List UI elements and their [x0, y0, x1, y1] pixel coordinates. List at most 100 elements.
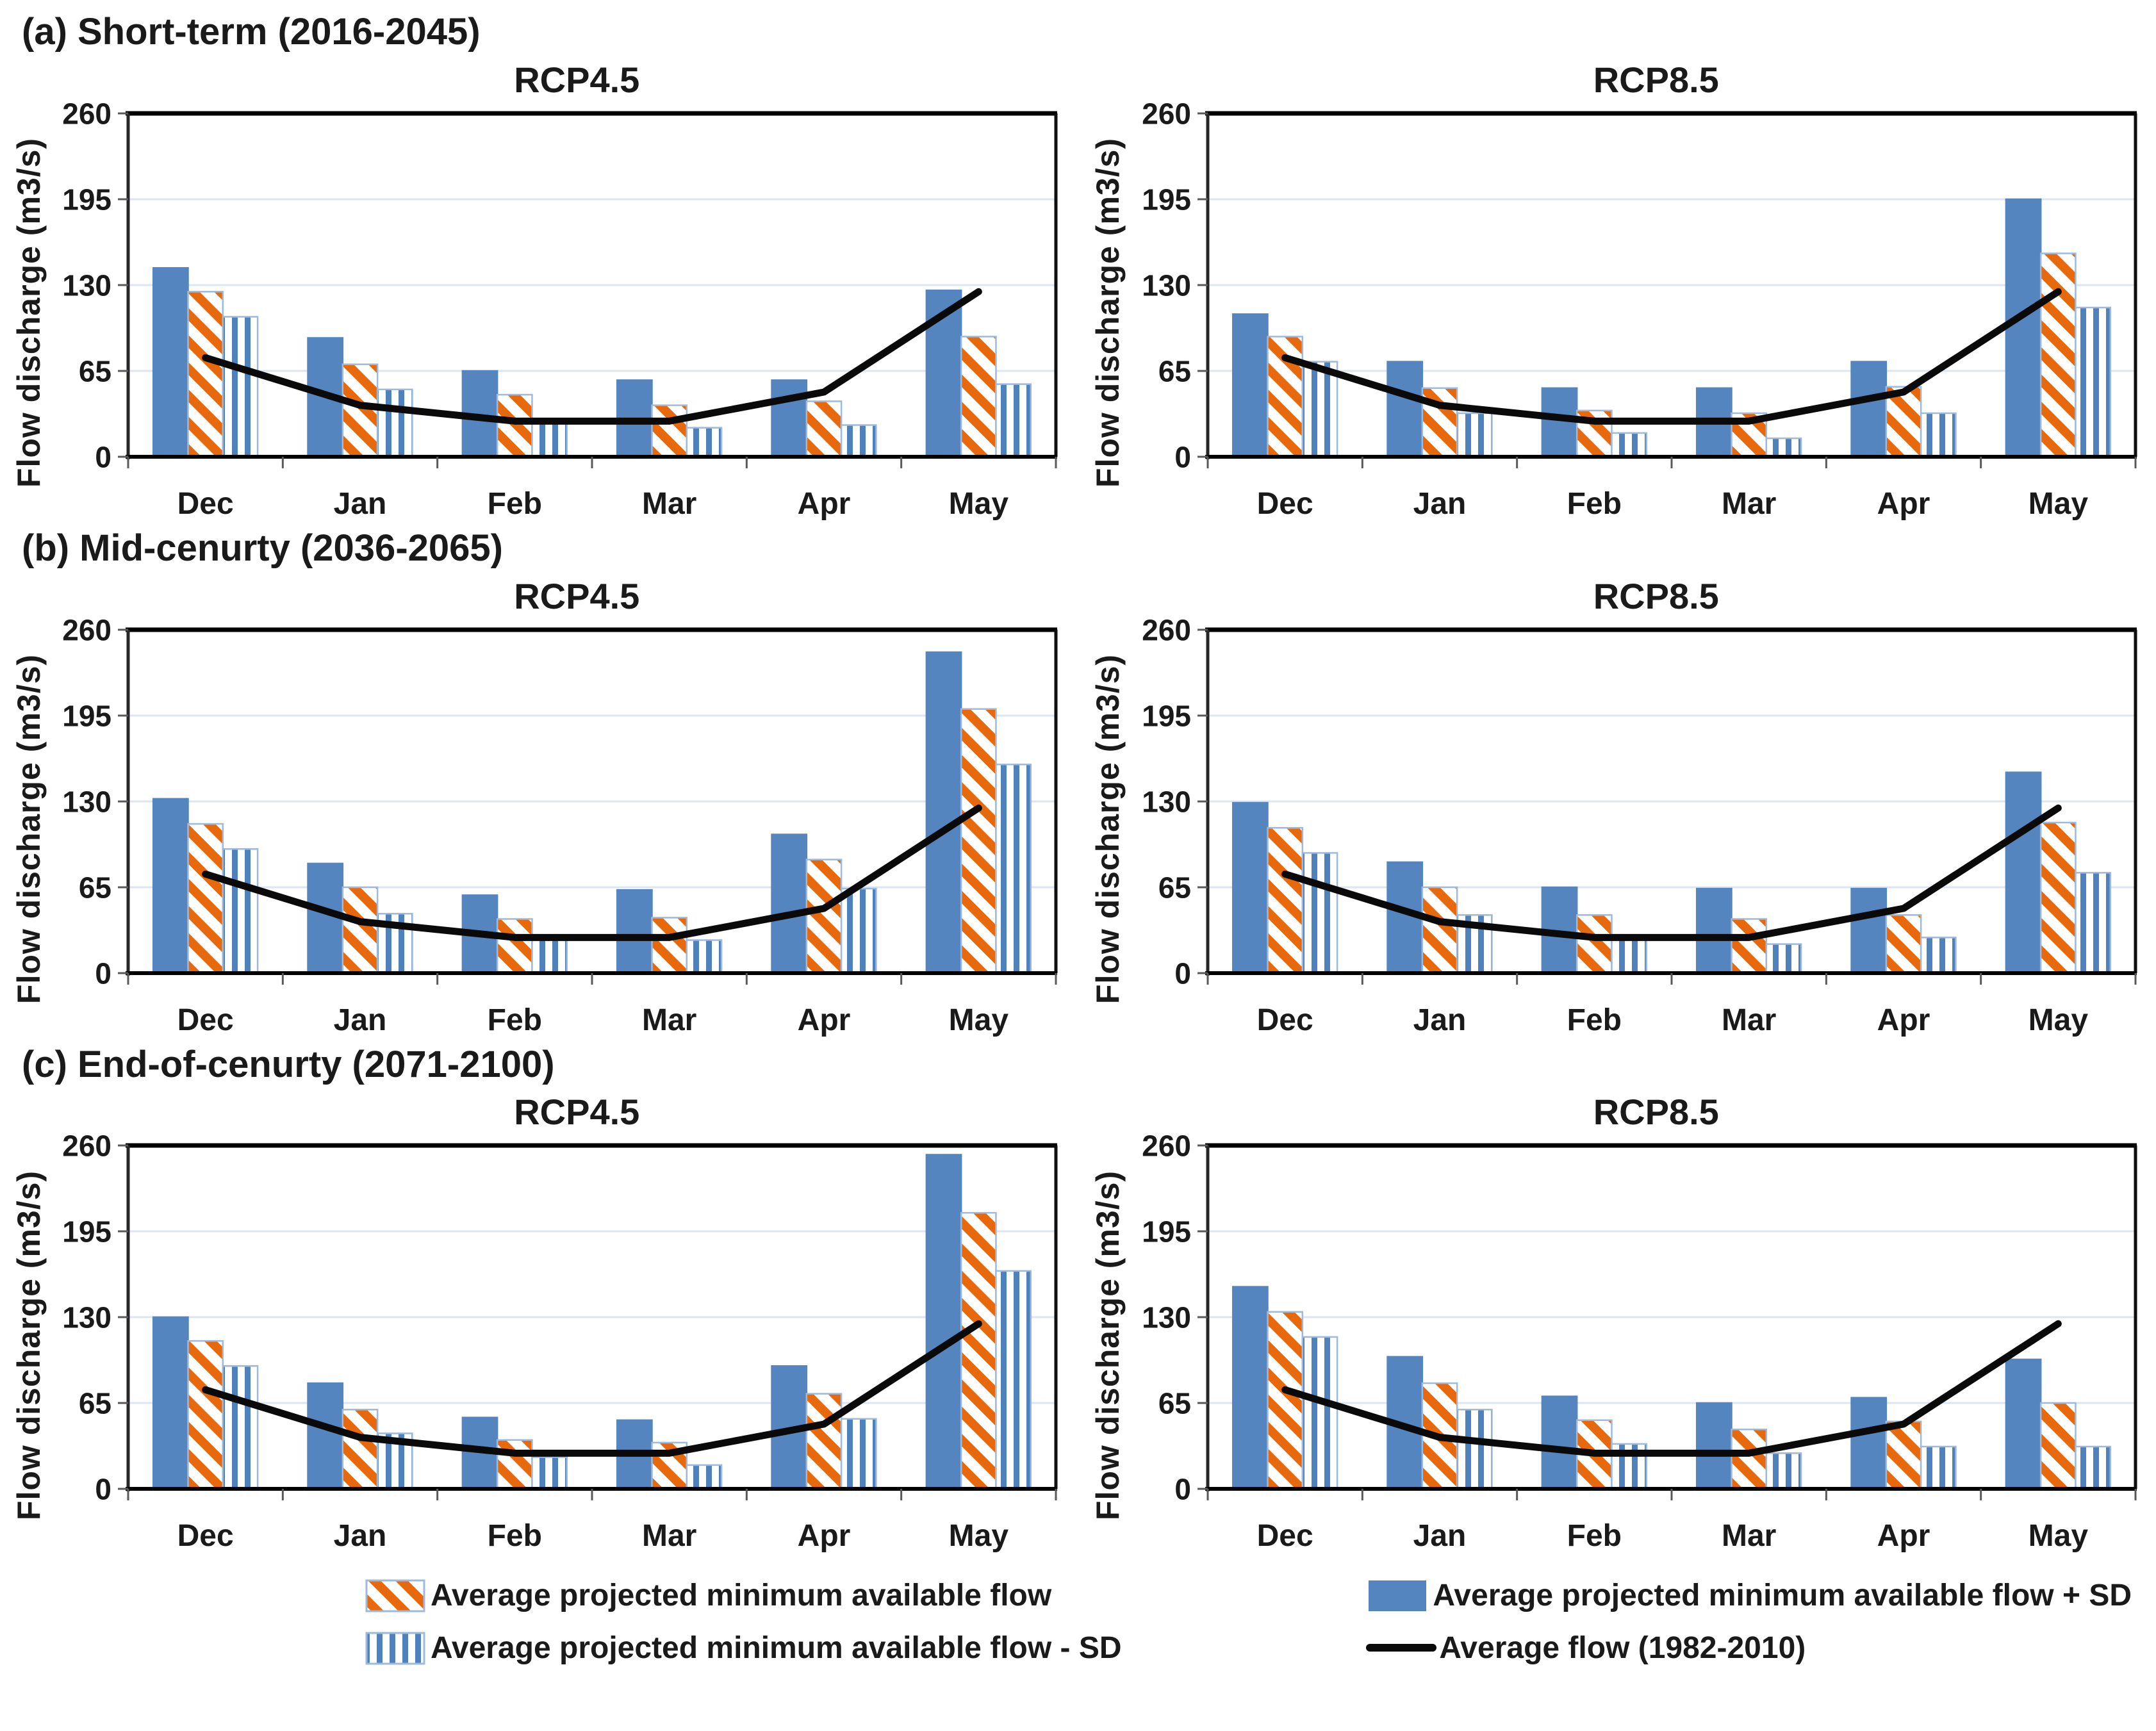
bar-solid-blue-Feb [1541, 1395, 1577, 1490]
x-category-label: Jan [334, 487, 387, 521]
y-tick-label: 195 [62, 183, 111, 216]
y-tick-label: 260 [1142, 619, 1191, 647]
figure-root: (a) Short-term (2016-2045) RCP4.5 Flow d… [5, 11, 2151, 1666]
bar-blue-stripe-Mar [686, 939, 723, 974]
bar-solid-blue-Apr [1850, 1397, 1887, 1490]
y-tick-label: 0 [95, 1473, 111, 1506]
bar-blue-stripe-Mar [686, 427, 723, 458]
bar-blue-stripe-May [995, 383, 1032, 458]
y-tick-label: 260 [62, 103, 111, 131]
panel-b-rcp45: RCP4.5 Flow discharge (m3/s) 0 65 130 195 26… [5, 570, 1072, 1039]
bar-blue-stripe-Dec [1301, 361, 1338, 458]
bar-blue-stripe-Feb [1610, 432, 1647, 458]
y-axis-label: Flow discharge (m3/s) [1090, 1170, 1126, 1520]
bar-blue-stripe-May [2074, 871, 2111, 974]
x-category-label: Dec [177, 1519, 234, 1553]
y-tick-label: 195 [1142, 1215, 1191, 1249]
x-category-label: Jan [1413, 1003, 1466, 1037]
bar-solid-blue-Dec [152, 267, 189, 458]
bar-orange-hatch-Apr [805, 400, 843, 458]
bar-orange-hatch-Mar [1730, 917, 1767, 974]
charts-row-c: RCP4.5 Flow discharge (m3/s) 0 65 130 195 26… [5, 1086, 2151, 1555]
bar-orange-hatch-Jan [1421, 886, 1458, 974]
bar-blue-stripe-Mar [686, 1464, 723, 1490]
chart-title: RCP8.5 [1593, 575, 1719, 616]
x-category-label: Feb [488, 487, 542, 521]
y-axis-label: Flow discharge (m3/s) [1090, 138, 1126, 488]
legend-label: Average flow (1982-2010) [1439, 1630, 1806, 1665]
x-category-label: May [949, 1003, 1009, 1037]
bar-orange-hatch-Apr [1885, 914, 1921, 974]
chart-canvas-b-rcp85: 0 65 130 195 260 Dec Jan Feb Mar Apr May [1142, 619, 2137, 1037]
chart-canvas-a-rcp85: 0 65 130 195 260 Dec Jan Feb Mar Apr May [1142, 103, 2137, 521]
x-category-label: Apr [798, 487, 851, 521]
bar-orange-hatch-May [2039, 1402, 2077, 1490]
y-tick-label: 0 [95, 956, 111, 990]
panel-a-rcp85: RCP8.5 Flow discharge (m3/s) 0 65 130 195 26… [1085, 54, 2152, 523]
y-tick-label: 130 [1142, 268, 1191, 302]
section-label-a: (a) Short-term (2016-2045) [22, 11, 481, 53]
legend-label: Average projected minimum available flow… [431, 1630, 1122, 1665]
bar-blue-stripe-May [995, 763, 1032, 974]
charts-row-b: RCP4.5 Flow discharge (m3/s) 0 65 130 195 26… [5, 570, 2151, 1039]
bar-orange-hatch-May [960, 1212, 997, 1490]
y-axis-label: Flow discharge (m3/s) [11, 138, 47, 488]
x-category-label: May [949, 487, 1009, 521]
y-tick-label: 260 [1142, 1135, 1191, 1163]
x-category-label: Dec [1256, 487, 1313, 521]
chart-title: RCP4.5 [514, 1092, 640, 1133]
y-tick-label: 65 [79, 871, 111, 904]
x-category-label: Jan [1413, 1519, 1466, 1553]
bar-solid-blue-Apr [771, 833, 808, 974]
panel-c-rcp45: RCP4.5 Flow discharge (m3/s) 0 65 130 195 26… [5, 1086, 1072, 1555]
y-tick-label: 65 [1158, 354, 1190, 388]
bar-blue-stripe-Mar [1765, 437, 1802, 458]
x-category-label: May [2028, 487, 2088, 521]
avg-flow-line [1281, 1320, 2062, 1457]
avg-flow-line [202, 1320, 982, 1457]
x-category-label: Dec [1256, 1519, 1313, 1553]
bar-orange-hatch-Mar [651, 916, 688, 974]
bar-orange-hatch-Jan [342, 1409, 379, 1490]
bar-orange-hatch-Dec [187, 1340, 224, 1490]
x-category-label: Apr [1877, 487, 1930, 521]
bar-blue-stripe-Apr [1920, 412, 1957, 458]
bar-solid-blue-Mar [1695, 1402, 1732, 1490]
bar-blue-stripe-Jan [376, 388, 413, 458]
bar-blue-stripe-Apr [840, 887, 877, 974]
chart-canvas-c-rcp85: 0 65 130 195 260 Dec Jan Feb Mar Apr May [1142, 1135, 2137, 1553]
y-tick-label: 65 [1158, 1387, 1190, 1420]
bar-orange-hatch-Dec [187, 823, 224, 974]
legend-item-historic-avg-flow: Average flow (1982-2010) [1366, 1629, 2132, 1666]
chart-title: RCP4.5 [514, 575, 640, 616]
section-label-c: (c) End-of-cenurty (2071-2100) [22, 1043, 555, 1085]
bar-blue-stripe-Dec [222, 848, 259, 974]
y-tick-label: 0 [95, 440, 111, 473]
bar-solid-blue-May [2005, 198, 2041, 458]
x-category-label: Apr [798, 1003, 851, 1037]
bar-orange-hatch-May [960, 335, 997, 458]
charts-row-a: RCP4.5 Flow discharge (m3/s) 0 65 130 195 26… [5, 54, 2151, 523]
legend-item-avg-flow-plus-sd: Average projected minimum available flow… [1366, 1577, 2132, 1614]
y-tick-label: 65 [79, 354, 111, 388]
bar-solid-blue-Apr [1850, 887, 1887, 974]
bar-solid-blue-May [2005, 771, 2041, 974]
y-tick-label: 65 [79, 1387, 111, 1420]
bar-orange-hatch-Mar [1730, 1429, 1767, 1490]
bar-blue-stripe-Dec [222, 316, 259, 458]
bar-solid-blue-May [925, 1154, 962, 1490]
y-tick-label: 195 [62, 1215, 111, 1249]
bar-blue-stripe-Feb [531, 936, 568, 974]
x-category-label: Jan [334, 1003, 387, 1037]
y-tick-label: 195 [1142, 183, 1191, 216]
x-category-label: Apr [1877, 1519, 1930, 1553]
bar-blue-stripe-Dec [1301, 851, 1338, 974]
bar-orange-hatch-Jan [342, 886, 379, 974]
bar-orange-hatch-May [2039, 252, 2077, 458]
bar-solid-blue-Feb [1541, 387, 1577, 458]
bar-orange-hatch-Feb [1576, 914, 1613, 974]
legend-swatch-solid-icon [1369, 1580, 1427, 1612]
x-category-label: Apr [1877, 1003, 1930, 1037]
bar-blue-stripe-May [2074, 1446, 2111, 1490]
bar-blue-stripe-Apr [1920, 936, 1957, 974]
